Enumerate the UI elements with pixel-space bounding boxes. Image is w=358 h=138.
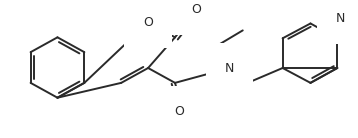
- Text: N: N: [225, 62, 234, 75]
- Text: N: N: [335, 12, 345, 25]
- Text: O: O: [174, 105, 184, 118]
- Text: O: O: [143, 16, 153, 29]
- Text: O: O: [191, 3, 201, 16]
